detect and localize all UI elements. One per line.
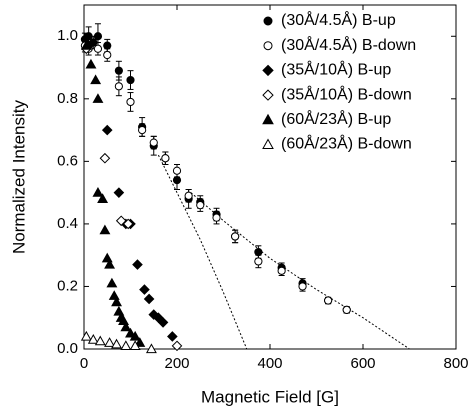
legend-label: (60Å/23Å) B-up bbox=[281, 109, 391, 128]
point bbox=[138, 125, 147, 135]
legend-label: (30Å/4.5Å) B-up bbox=[281, 10, 396, 29]
point bbox=[80, 40, 92, 50]
x-tick-label: 0 bbox=[80, 355, 88, 372]
legend-marker bbox=[262, 64, 274, 77]
point bbox=[277, 266, 286, 275]
point bbox=[103, 50, 112, 60]
point bbox=[184, 191, 193, 200]
y-axis-label: Normalized Intensity bbox=[9, 100, 28, 255]
point bbox=[92, 187, 104, 197]
point bbox=[104, 258, 116, 269]
point bbox=[104, 337, 116, 347]
point bbox=[254, 247, 263, 257]
point bbox=[114, 82, 123, 91]
point bbox=[93, 44, 103, 53]
x-axis-label: Magnetic Field [G] bbox=[201, 387, 339, 406]
point bbox=[129, 340, 141, 350]
point bbox=[161, 154, 170, 163]
point bbox=[172, 166, 182, 175]
point bbox=[126, 97, 135, 107]
point bbox=[97, 193, 109, 203]
plot-frame bbox=[83, 4, 457, 350]
point bbox=[298, 282, 307, 291]
point bbox=[94, 335, 106, 346]
point bbox=[134, 337, 146, 347]
y-tick-label: 0.4 bbox=[57, 215, 78, 232]
point bbox=[99, 224, 111, 235]
point bbox=[87, 333, 99, 344]
point bbox=[129, 330, 141, 341]
x-tick-label: 200 bbox=[164, 355, 189, 372]
point bbox=[171, 340, 183, 352]
x-tick-label: 400 bbox=[257, 355, 282, 372]
point bbox=[149, 138, 158, 147]
legend-label: (30Å/4.5Å) B-down bbox=[281, 35, 416, 54]
point bbox=[93, 32, 103, 41]
legend-label: (35Å/10Å) B-down bbox=[281, 84, 412, 103]
point bbox=[342, 305, 351, 315]
y-tick-label: 0.8 bbox=[57, 90, 78, 107]
point bbox=[101, 124, 113, 136]
legend-marker bbox=[262, 113, 274, 125]
legend-marker bbox=[262, 138, 274, 149]
point bbox=[111, 338, 123, 349]
x-tick-label: 600 bbox=[350, 355, 375, 372]
point bbox=[92, 93, 104, 103]
x-tick-label: 800 bbox=[443, 355, 468, 372]
point bbox=[120, 321, 132, 332]
y-tick-label: 0.0 bbox=[57, 340, 78, 357]
point bbox=[231, 232, 240, 241]
point bbox=[115, 215, 127, 227]
legend-marker bbox=[263, 16, 273, 26]
point bbox=[103, 41, 112, 50]
point bbox=[90, 74, 102, 85]
legend-label: (60Å/23Å) B-down bbox=[281, 134, 412, 153]
legend-label: (35Å/10Å) B-up bbox=[281, 60, 391, 79]
fit-line bbox=[190, 192, 410, 350]
point bbox=[172, 176, 182, 185]
y-tick-label: 0.2 bbox=[57, 277, 78, 294]
point bbox=[143, 293, 155, 305]
point bbox=[254, 257, 263, 266]
legend-marker bbox=[263, 41, 273, 51]
point bbox=[114, 66, 123, 75]
point bbox=[106, 277, 118, 288]
legend-marker bbox=[262, 89, 274, 101]
point bbox=[113, 187, 125, 198]
point bbox=[132, 259, 143, 270]
point bbox=[148, 309, 160, 320]
point bbox=[125, 327, 136, 338]
point bbox=[80, 330, 92, 341]
point bbox=[99, 152, 111, 164]
point bbox=[167, 331, 178, 342]
point bbox=[120, 340, 132, 350]
fit-line bbox=[157, 154, 248, 350]
point bbox=[111, 296, 123, 307]
point bbox=[324, 296, 333, 305]
point bbox=[126, 75, 135, 85]
y-tick-label: 0.6 bbox=[57, 152, 78, 169]
point bbox=[196, 201, 205, 210]
point bbox=[145, 343, 157, 354]
point bbox=[139, 284, 150, 295]
point bbox=[212, 213, 221, 222]
point bbox=[122, 218, 134, 230]
point bbox=[157, 317, 169, 328]
point bbox=[85, 58, 97, 69]
y-tick-label: 1.0 bbox=[57, 27, 78, 44]
